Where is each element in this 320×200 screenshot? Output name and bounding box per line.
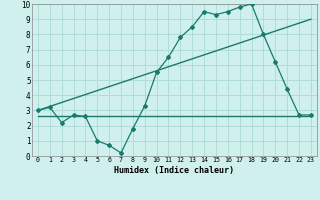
X-axis label: Humidex (Indice chaleur): Humidex (Indice chaleur) <box>115 166 234 175</box>
